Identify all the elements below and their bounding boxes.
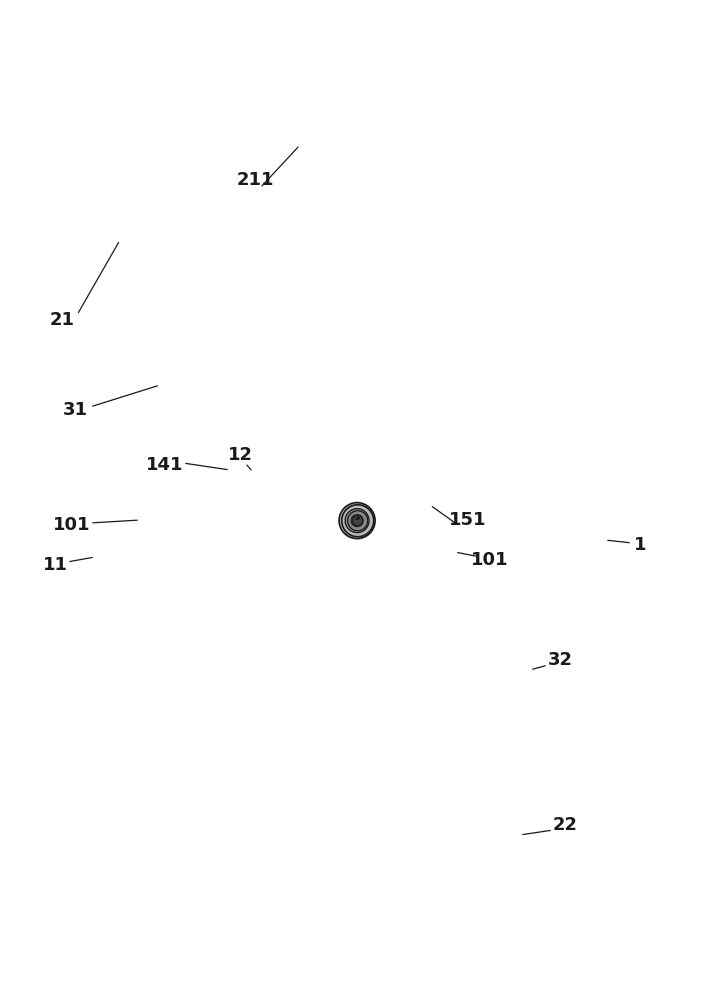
- Ellipse shape: [353, 515, 367, 522]
- Polygon shape: [358, 519, 360, 521]
- Ellipse shape: [352, 515, 367, 522]
- Circle shape: [352, 516, 363, 526]
- Text: 12: 12: [227, 446, 252, 464]
- Text: 32: 32: [548, 651, 573, 669]
- Polygon shape: [359, 518, 360, 519]
- Circle shape: [339, 503, 375, 539]
- Polygon shape: [355, 519, 360, 521]
- Ellipse shape: [352, 515, 367, 522]
- Text: 31: 31: [62, 401, 87, 419]
- Polygon shape: [356, 518, 360, 520]
- Polygon shape: [356, 519, 360, 521]
- Polygon shape: [356, 518, 360, 520]
- Polygon shape: [355, 518, 360, 520]
- Text: 211: 211: [236, 171, 274, 189]
- Text: 141: 141: [147, 456, 184, 474]
- Polygon shape: [358, 519, 360, 520]
- Polygon shape: [358, 519, 360, 521]
- Text: 1: 1: [633, 536, 646, 554]
- Ellipse shape: [352, 515, 366, 522]
- Ellipse shape: [353, 515, 367, 522]
- Text: 11: 11: [42, 556, 67, 574]
- Circle shape: [342, 505, 374, 537]
- Ellipse shape: [352, 515, 366, 522]
- Text: 151: 151: [449, 511, 487, 529]
- Text: 101: 101: [471, 551, 509, 569]
- Polygon shape: [355, 517, 360, 520]
- Text: 101: 101: [53, 516, 91, 534]
- Circle shape: [347, 511, 368, 531]
- Text: 22: 22: [553, 816, 578, 834]
- Text: 21: 21: [49, 311, 74, 329]
- Polygon shape: [358, 518, 360, 520]
- Circle shape: [351, 515, 363, 527]
- Polygon shape: [358, 520, 360, 521]
- Circle shape: [345, 509, 369, 533]
